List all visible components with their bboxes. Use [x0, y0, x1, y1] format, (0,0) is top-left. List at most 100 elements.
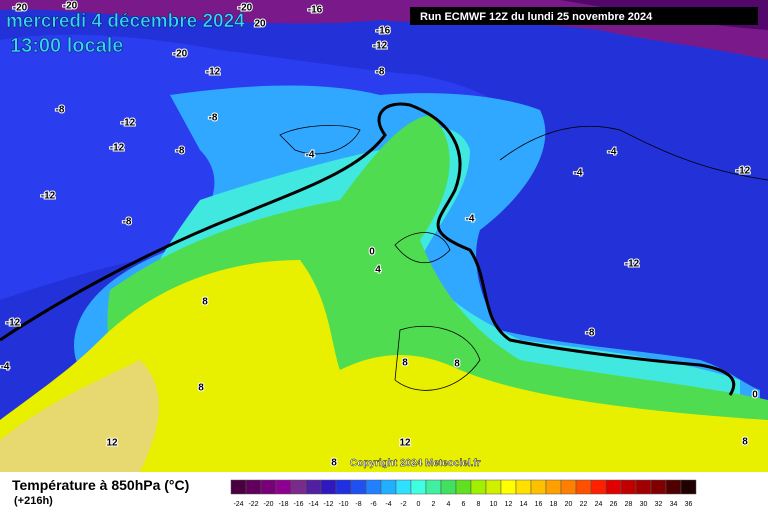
contour-label: -20	[173, 49, 188, 60]
color-swatch	[545, 479, 562, 495]
run-info: Run ECMWF 12Z du lundi 25 novembre 2024	[420, 11, 653, 23]
scale-label: 12	[505, 501, 513, 508]
scale-label: 8	[477, 501, 481, 508]
scale-label: -14	[308, 501, 318, 508]
contour-label: -16	[308, 5, 323, 16]
yellow-region	[0, 260, 768, 472]
scale-label: -16	[293, 501, 303, 508]
color-swatch	[245, 479, 262, 495]
color-swatch	[410, 479, 427, 495]
color-swatch	[425, 479, 442, 495]
scale-label: -12	[323, 501, 333, 508]
scale-label: -2	[400, 501, 406, 508]
contour-label: -4	[574, 168, 583, 179]
scale-label: -24	[233, 501, 243, 508]
color-swatch	[605, 479, 622, 495]
color-swatch	[365, 479, 382, 495]
contour-label: -8	[56, 105, 65, 116]
scale-label: -8	[355, 501, 361, 508]
color-swatch	[620, 479, 637, 495]
color-swatch	[380, 479, 397, 495]
color-swatch	[440, 479, 457, 495]
color-swatch	[290, 479, 307, 495]
scale-label: -20	[263, 501, 273, 508]
contour-label: 8	[402, 358, 408, 369]
contour-label: -12	[6, 318, 21, 329]
date: mercredi 4 décembre 2024	[6, 11, 245, 32]
scale-label: -6	[370, 501, 376, 508]
contour-label: -20	[13, 3, 28, 14]
contour-label: -8	[123, 217, 132, 228]
contour-label: -4	[306, 150, 315, 161]
color-swatch	[560, 479, 577, 495]
scale-label: 20	[565, 501, 573, 508]
contour-label: 12	[106, 438, 118, 449]
contour-label: -8	[586, 328, 595, 339]
color-swatch	[665, 479, 682, 495]
color-swatch	[575, 479, 592, 495]
scale-label: 14	[520, 501, 528, 508]
color-swatch	[320, 479, 337, 495]
contour-label: -12	[121, 118, 136, 129]
scale-label: -18	[278, 501, 288, 508]
contour-label: -12	[373, 41, 388, 52]
color-swatch	[305, 479, 322, 495]
scale-label: -10	[338, 501, 348, 508]
contour-label: -20	[238, 3, 253, 14]
contour-label: -12	[206, 67, 221, 78]
scale-label: 4	[447, 501, 451, 508]
scale-label: -4	[385, 501, 391, 508]
color-swatch	[470, 479, 487, 495]
legend-title: Température à 850hPa (°C)	[12, 477, 189, 493]
scale-label: 28	[625, 501, 633, 508]
contour-label: 8	[742, 437, 748, 448]
color-swatch	[230, 479, 247, 495]
contour-label: 4	[375, 265, 381, 276]
time: 13:00 locale	[10, 35, 123, 57]
color-swatch	[515, 479, 532, 495]
coastline	[279, 125, 361, 155]
contour-label: 0	[369, 247, 375, 258]
scale-label: 36	[685, 501, 693, 508]
contour-label: 8	[202, 297, 208, 308]
color-swatch	[455, 479, 472, 495]
scale-label: 22	[580, 501, 588, 508]
scale-label: 6	[462, 501, 466, 508]
lead-time: (+216h)	[14, 495, 53, 507]
contour-label: 0	[752, 390, 758, 401]
contour-label: 12	[399, 438, 411, 449]
color-swatch	[275, 479, 292, 495]
color-swatch	[590, 479, 607, 495]
color-swatch	[500, 479, 517, 495]
zero-isotherm	[0, 102, 736, 396]
color-swatch	[395, 479, 412, 495]
scale-label: 32	[655, 501, 663, 508]
contour-label: -4	[1, 362, 10, 373]
contour-label: 8	[454, 359, 460, 370]
scale-label: 18	[550, 501, 558, 508]
contour-label: -4	[466, 214, 475, 225]
contour-label: -8	[376, 67, 385, 78]
scale-label: 0	[417, 501, 421, 508]
color-swatch	[635, 479, 652, 495]
scale-label: 16	[535, 501, 543, 508]
contour-label: 8	[198, 383, 204, 394]
color-scale: -24 -22 -20 -18 -16 -14 -12 -10 -8 -6 -4 -2 0 2 4 6 8 10 1…	[230, 479, 697, 508]
contour-label: -12	[625, 259, 640, 270]
contour-label: -12	[41, 191, 56, 202]
contour-label: -12	[110, 143, 125, 154]
color-swatch	[485, 479, 502, 495]
contour-label: -16	[376, 26, 391, 37]
warm-region	[0, 360, 159, 472]
contour-label: 20	[254, 19, 266, 30]
color-swatch	[650, 479, 667, 495]
scale-label: 30	[640, 501, 648, 508]
contour-label: -20	[63, 1, 78, 12]
color-swatch	[350, 479, 367, 495]
color-swatch	[260, 479, 277, 495]
run-box	[410, 7, 758, 25]
contour-label: -8	[209, 113, 218, 124]
color-swatch	[530, 479, 547, 495]
